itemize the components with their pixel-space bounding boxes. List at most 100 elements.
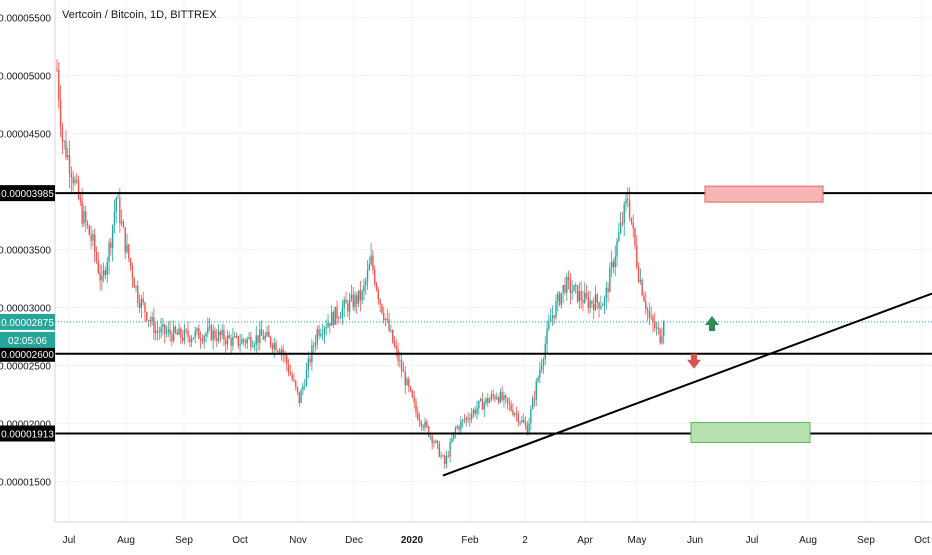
candle-body [433, 442, 435, 444]
candle-body [641, 279, 643, 296]
candle-body [67, 155, 69, 158]
candle-body [284, 353, 286, 356]
candle-body [156, 330, 159, 332]
candle-body [478, 400, 480, 409]
level-price-label: 0.00002600 [1, 350, 54, 361]
candle-body [128, 244, 130, 259]
candle-body [102, 270, 105, 276]
candle-body [447, 455, 450, 457]
candle-body [637, 266, 640, 282]
trendline [442, 292, 932, 477]
candle-body [540, 365, 543, 370]
candle-body [318, 329, 320, 336]
candle-body [321, 333, 324, 335]
candle-body [636, 245, 638, 267]
candle-body [268, 331, 270, 338]
candle-body [81, 200, 83, 224]
candle-body [429, 436, 432, 437]
candle-body [142, 298, 144, 303]
candle-body [339, 317, 342, 319]
candle-body [469, 419, 471, 420]
candle-body [458, 426, 460, 430]
candle-body [487, 398, 489, 403]
candle-body [499, 392, 502, 403]
y-tick-label: 0.00003000 [0, 303, 51, 314]
candle-body [239, 343, 241, 346]
candle-body [444, 456, 446, 464]
candle-body [275, 342, 277, 351]
candle-body [610, 261, 613, 268]
candle-body [524, 422, 527, 426]
candle-body [494, 396, 496, 399]
candle-body [363, 285, 365, 292]
candle-body [162, 324, 164, 328]
candle-body [298, 391, 301, 403]
candle-body [515, 413, 518, 415]
candle-body [573, 285, 575, 292]
candle-body [619, 222, 622, 233]
x-tick-label: 2020 [401, 535, 424, 546]
candle-body [146, 312, 148, 321]
candle-body [287, 364, 290, 373]
candle-body [659, 329, 661, 344]
candle-body [654, 322, 656, 329]
candle-body [196, 328, 198, 331]
candle-body [377, 290, 380, 300]
candle-body [461, 419, 464, 422]
candle-body [505, 395, 507, 398]
candle-body [348, 299, 351, 312]
candle-body [225, 340, 227, 345]
candle-body [307, 358, 309, 370]
candle-body [481, 399, 484, 410]
candle-body [338, 318, 340, 319]
candle-body [93, 234, 96, 252]
candle-body [147, 319, 150, 321]
candle-body [68, 155, 71, 174]
candle-body [221, 330, 223, 336]
candle-body [312, 345, 315, 347]
x-tick-label: Aug [117, 535, 135, 546]
candle-body [169, 329, 171, 335]
candle-body [442, 455, 444, 457]
y-tick-label: 0.00004500 [0, 129, 51, 140]
candle-body [92, 234, 94, 241]
candle-body [393, 342, 396, 346]
candle-body [485, 398, 487, 403]
candle-body [555, 301, 557, 318]
x-tick-label: Aug [799, 535, 817, 546]
candle-body [203, 336, 205, 342]
candle-body [501, 392, 503, 400]
candle-body [531, 398, 534, 409]
candle-body [569, 279, 572, 294]
sell-zone-box [704, 185, 824, 203]
candle-body [135, 286, 137, 288]
current-price-label-bg [0, 313, 55, 330]
x-tick-label: Jul [746, 535, 759, 546]
candle-body [440, 455, 442, 457]
x-tick-label: Sep [857, 535, 875, 546]
candle-body [506, 397, 509, 403]
candle-body [460, 421, 462, 430]
candle-body [192, 337, 195, 340]
candle-body [415, 402, 417, 413]
candle-body [77, 180, 80, 199]
candle-body [512, 410, 514, 415]
candle-body [180, 328, 182, 338]
candle-body [449, 442, 451, 457]
candle-body [280, 349, 283, 353]
candle-body [627, 199, 629, 201]
candle-body [334, 306, 336, 325]
candle-body [99, 272, 101, 281]
candle-body [526, 425, 528, 435]
candle-body [427, 426, 430, 437]
candle-body [445, 455, 448, 464]
candle-body [219, 331, 222, 336]
candle-body [476, 408, 478, 414]
price-labels: 0.00003985 0.00002600 0.00001913 0.00002875… [0, 185, 55, 442]
candle-body [320, 334, 322, 336]
candle-body [368, 264, 371, 271]
candle-body [343, 299, 345, 308]
candle-body [323, 328, 326, 334]
candle-body [413, 397, 415, 403]
chart-title: Vertcoin / Bitcoin, 1D, BITTREX [62, 9, 217, 21]
